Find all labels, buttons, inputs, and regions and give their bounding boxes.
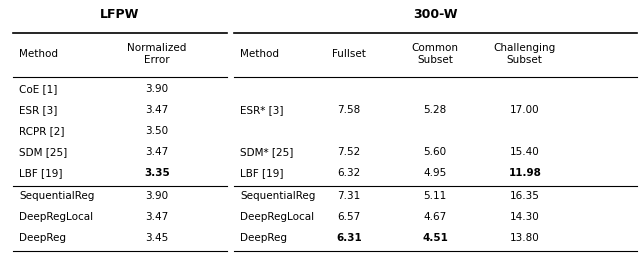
Text: 3.45: 3.45 bbox=[145, 233, 168, 243]
Text: 6.31: 6.31 bbox=[336, 233, 362, 243]
Text: 7.58: 7.58 bbox=[337, 105, 360, 115]
Text: 14.30: 14.30 bbox=[510, 212, 540, 222]
Text: LFPW: LFPW bbox=[100, 8, 140, 20]
Text: DeepRegLocal: DeepRegLocal bbox=[240, 212, 314, 222]
Text: 5.11: 5.11 bbox=[424, 191, 447, 201]
Text: SequentialReg: SequentialReg bbox=[19, 191, 95, 201]
Text: 300-W: 300-W bbox=[413, 8, 458, 20]
Text: 17.00: 17.00 bbox=[510, 105, 540, 115]
Text: RCPR [2]: RCPR [2] bbox=[19, 126, 65, 136]
Text: SequentialReg: SequentialReg bbox=[240, 191, 316, 201]
Text: 15.40: 15.40 bbox=[510, 147, 540, 157]
Text: Fullset: Fullset bbox=[332, 49, 365, 59]
Text: 3.47: 3.47 bbox=[145, 212, 168, 222]
Text: 7.31: 7.31 bbox=[337, 191, 360, 201]
Text: CoE [1]: CoE [1] bbox=[19, 84, 58, 94]
Text: 4.51: 4.51 bbox=[422, 233, 448, 243]
Text: 3.47: 3.47 bbox=[145, 105, 168, 115]
Text: 7.52: 7.52 bbox=[337, 147, 360, 157]
Text: DeepReg: DeepReg bbox=[19, 233, 66, 243]
Text: 3.35: 3.35 bbox=[144, 168, 170, 178]
Text: 3.90: 3.90 bbox=[145, 84, 168, 94]
Text: 5.60: 5.60 bbox=[424, 147, 447, 157]
Text: ESR [3]: ESR [3] bbox=[19, 105, 58, 115]
Text: DeepReg: DeepReg bbox=[240, 233, 287, 243]
Text: Common
Subset: Common Subset bbox=[412, 43, 459, 65]
Text: Challenging
Subset: Challenging Subset bbox=[493, 43, 556, 65]
Text: 3.47: 3.47 bbox=[145, 147, 168, 157]
Text: 3.90: 3.90 bbox=[145, 191, 168, 201]
Text: 13.80: 13.80 bbox=[510, 233, 540, 243]
Text: LBF [19]: LBF [19] bbox=[19, 168, 63, 178]
Text: 5.28: 5.28 bbox=[424, 105, 447, 115]
Text: DeepRegLocal: DeepRegLocal bbox=[19, 212, 93, 222]
Text: LBF [19]: LBF [19] bbox=[240, 168, 284, 178]
Text: Method: Method bbox=[19, 49, 58, 59]
Text: 3.50: 3.50 bbox=[145, 126, 168, 136]
Text: SDM [25]: SDM [25] bbox=[19, 147, 67, 157]
Text: 6.57: 6.57 bbox=[337, 212, 360, 222]
Text: Method: Method bbox=[240, 49, 279, 59]
Text: Normalized
Error: Normalized Error bbox=[127, 43, 186, 65]
Text: 16.35: 16.35 bbox=[510, 191, 540, 201]
Text: 11.98: 11.98 bbox=[508, 168, 541, 178]
Text: ESR* [3]: ESR* [3] bbox=[240, 105, 284, 115]
Text: 4.95: 4.95 bbox=[424, 168, 447, 178]
Text: 6.32: 6.32 bbox=[337, 168, 360, 178]
Text: 4.67: 4.67 bbox=[424, 212, 447, 222]
Text: SDM* [25]: SDM* [25] bbox=[240, 147, 293, 157]
